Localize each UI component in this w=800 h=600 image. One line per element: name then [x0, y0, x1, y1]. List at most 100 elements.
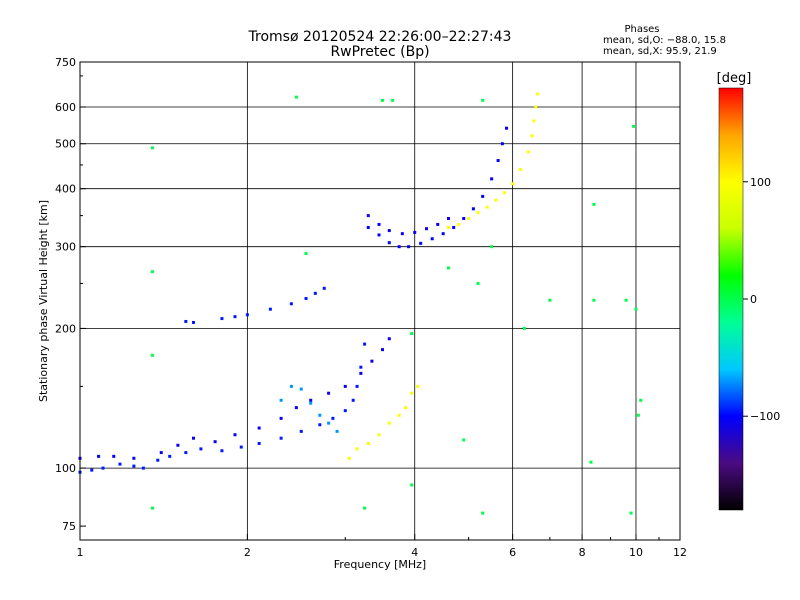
data-point: [485, 205, 489, 209]
data-point: [150, 146, 154, 150]
colorbar-tick-label: −100: [750, 410, 780, 423]
data-point: [416, 384, 420, 388]
data-point: [351, 398, 355, 402]
y-tick-label: 300: [55, 241, 76, 254]
plot-frame: [79, 61, 681, 541]
colorbar: [718, 87, 744, 511]
data-point: [257, 441, 261, 445]
data-point: [387, 241, 391, 245]
data-point: [526, 150, 530, 154]
data-point: [327, 391, 331, 395]
data-point: [318, 423, 322, 427]
data-point: [220, 449, 224, 453]
data-point: [404, 406, 408, 410]
data-point: [446, 266, 450, 270]
x-tick-label: 2: [244, 546, 251, 559]
data-points: [78, 92, 643, 515]
data-point: [366, 441, 370, 445]
data-point: [532, 119, 536, 123]
data-point: [355, 384, 359, 388]
chart-subtitle: RwPretec (Bp): [330, 44, 429, 60]
y-tick-label: 75: [62, 520, 76, 533]
data-point: [419, 241, 423, 245]
data-point: [589, 460, 593, 464]
y-tick-label: 600: [55, 101, 76, 114]
data-point: [90, 468, 94, 472]
y-axis-label: Stationary phase Virtual Height [km]: [37, 200, 50, 402]
y-tick-label: 200: [55, 322, 76, 335]
data-point: [159, 451, 163, 455]
phases-title: Phases: [624, 24, 659, 35]
data-point: [366, 225, 370, 229]
y-tick-label: 100: [55, 462, 76, 475]
data-point: [462, 217, 466, 221]
data-point: [457, 222, 461, 226]
data-point: [535, 92, 539, 96]
data-point: [467, 217, 471, 221]
data-point: [318, 413, 322, 417]
data-point: [397, 245, 401, 249]
data-point: [343, 409, 347, 413]
data-point: [462, 438, 466, 442]
data-point: [413, 230, 417, 234]
data-point: [500, 142, 504, 146]
data-point: [476, 281, 480, 285]
data-point: [304, 252, 308, 256]
data-point: [279, 398, 283, 402]
data-point: [446, 225, 450, 229]
data-point: [335, 429, 339, 433]
data-point: [150, 506, 154, 510]
data-point: [481, 98, 485, 102]
x-tick-label: 4: [411, 546, 418, 559]
data-point: [359, 365, 363, 369]
data-point: [471, 207, 475, 211]
data-point: [299, 387, 303, 391]
x-tick-label: 8: [579, 546, 586, 559]
data-point: [176, 443, 180, 447]
data-point: [289, 384, 293, 388]
data-point: [184, 319, 188, 323]
data-point: [511, 182, 515, 186]
x-axis-ticks: 1 2 4 6 8 10 12: [77, 534, 687, 559]
data-point: [322, 286, 326, 290]
data-point: [494, 198, 498, 202]
x-tick-label: 10: [629, 546, 643, 559]
colorbar-ticks: 100 0 −100: [743, 176, 780, 423]
data-point: [481, 194, 485, 198]
data-point: [522, 326, 526, 330]
data-point: [400, 232, 404, 236]
data-point: [592, 298, 596, 302]
data-point: [355, 447, 359, 451]
data-point: [132, 464, 136, 468]
data-point: [220, 317, 224, 321]
y-tick-label: 400: [55, 183, 76, 196]
data-point: [257, 426, 261, 430]
data-point: [425, 227, 429, 231]
data-point: [268, 307, 272, 311]
colorbar-tick-label: 0: [750, 293, 757, 306]
data-point: [370, 359, 374, 363]
data-point: [233, 315, 237, 319]
data-point: [191, 320, 195, 324]
data-point: [496, 159, 500, 163]
data-point: [359, 371, 363, 375]
data-point: [279, 416, 283, 420]
data-point: [168, 454, 172, 458]
x-tick-label: 6: [509, 546, 516, 559]
data-point: [279, 436, 283, 440]
y-tick-label: 500: [55, 138, 76, 151]
data-point: [639, 398, 643, 402]
data-point: [530, 134, 534, 138]
data-point: [184, 451, 188, 455]
data-point: [534, 105, 538, 109]
data-point: [304, 296, 308, 300]
data-point: [634, 307, 638, 311]
data-point: [377, 222, 381, 226]
data-point: [309, 401, 313, 405]
data-point: [199, 447, 203, 451]
data-point: [233, 433, 237, 437]
data-point: [299, 429, 303, 433]
grid-lines: [80, 62, 680, 540]
data-point: [213, 440, 217, 444]
data-point: [377, 233, 381, 237]
